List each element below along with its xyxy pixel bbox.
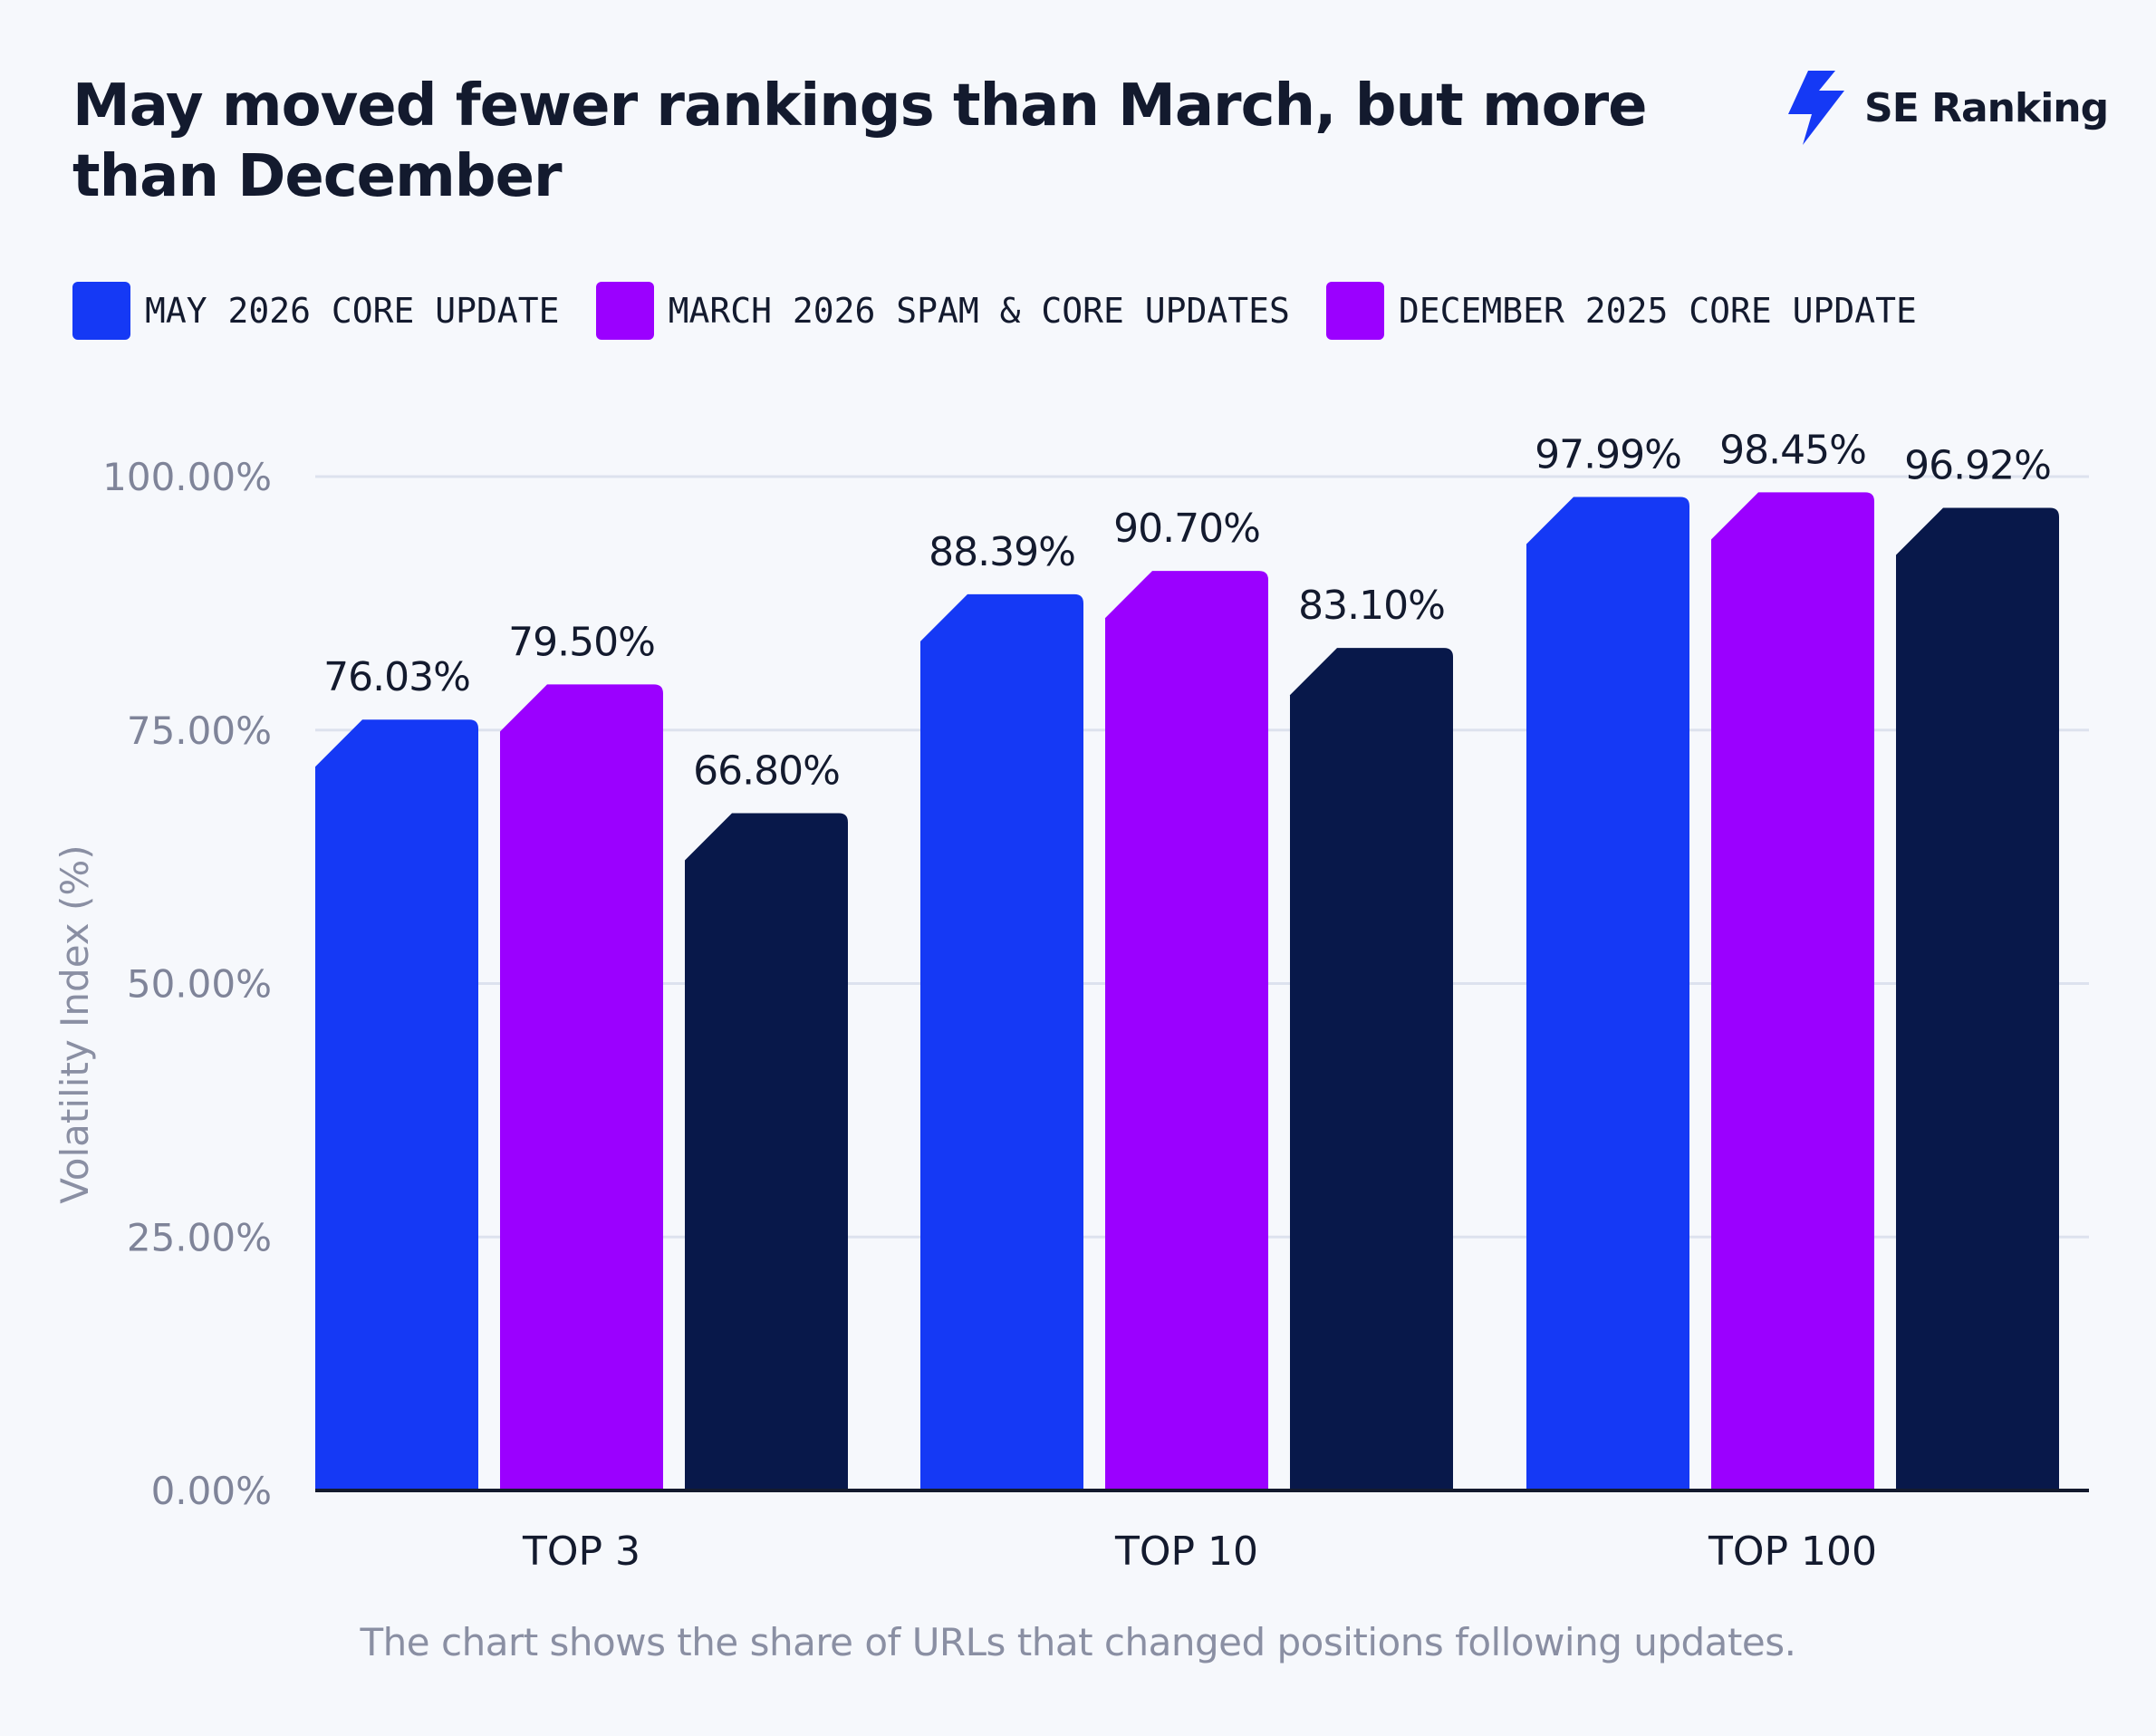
brand-logo: SE Ranking [1785, 71, 2109, 145]
legend-swatch [595, 282, 654, 340]
legend-item-december: DECEMBER 2025 CORE UPDATE [1325, 282, 1917, 340]
brand-name: SE Ranking [1864, 84, 2109, 131]
legend-swatch [72, 282, 130, 340]
bar [1105, 571, 1268, 1490]
bar [315, 719, 478, 1490]
chart-footnote: The chart shows the share of URLs that c… [360, 1620, 1796, 1664]
y-tick-label: 100.00% [102, 455, 272, 499]
y-axis-label: Volatility Index (%) [53, 844, 97, 1203]
chart-title: May moved fewer rankings than March, but… [72, 72, 1648, 210]
data-label: 96.92% [1904, 442, 2051, 488]
legend-item-may: MAY 2026 CORE UPDATE [72, 282, 560, 340]
legend-label: MAY 2026 CORE UPDATE [145, 291, 560, 331]
legend-swatch [1325, 282, 1384, 340]
data-label: 79.50% [508, 619, 655, 665]
data-label: 88.39% [929, 529, 1075, 575]
bar [920, 593, 1083, 1490]
bar [1896, 507, 2059, 1490]
chart-legend: MAY 2026 CORE UPDATE MARCH 2026 SPAM & C… [72, 281, 1953, 341]
bar [685, 813, 848, 1490]
x-tick-label: TOP 10 [1114, 1529, 1258, 1575]
legend-item-march: MARCH 2026 SPAM & CORE UPDATES [595, 282, 1290, 340]
bar [1290, 648, 1453, 1490]
bar [500, 684, 663, 1490]
y-tick-label: 25.00% [127, 1215, 272, 1259]
data-label: 83.10% [1298, 583, 1445, 629]
y-tick-label: 0.00% [151, 1469, 272, 1513]
lightning-bolt-icon [1788, 71, 1844, 145]
x-tick-label: TOP 3 [522, 1529, 640, 1575]
y-tick-label: 75.00% [127, 709, 272, 753]
data-label: 66.80% [693, 748, 840, 795]
data-label: 76.03% [323, 654, 470, 700]
legend-label: DECEMBER 2025 CORE UPDATE [1398, 291, 1917, 331]
legend-label: MARCH 2026 SPAM & CORE UPDATES [668, 291, 1290, 331]
y-tick-label: 50.00% [127, 962, 272, 1007]
data-label: 90.70% [1113, 506, 1260, 552]
bar [1526, 497, 1689, 1490]
x-tick-label: TOP 100 [1708, 1529, 1877, 1575]
bar [1711, 492, 1874, 1490]
data-label: 97.99% [1535, 431, 1681, 477]
data-label: 98.45% [1719, 427, 1866, 473]
